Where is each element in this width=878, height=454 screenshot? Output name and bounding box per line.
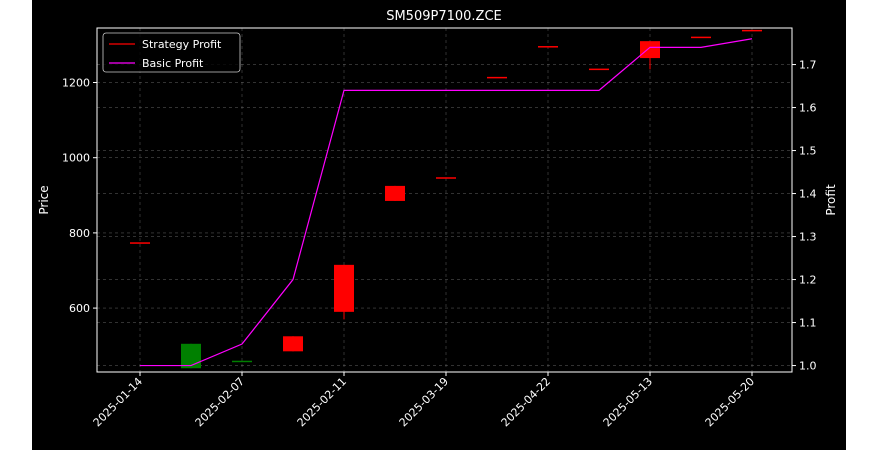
left-tick-label: 1200 [62, 77, 90, 90]
candle-body [181, 343, 201, 369]
right-tick-label: 1.5 [799, 145, 817, 158]
profit-lines [140, 38, 753, 367]
chart-figure: SM509P7100.ZCE 600 800 1000 1200 1.0 1.1 1.2 1… [32, 0, 846, 450]
candle-body [640, 41, 660, 59]
x-axis: 2025-01-14 2025-02-07 2025-02-11 2025-03-19… [91, 372, 757, 429]
candle-body [232, 360, 252, 363]
right-tick-label: 1.2 [799, 274, 817, 287]
right-tick-label: 1.0 [799, 360, 817, 373]
legend: Strategy Profit Basic Profit [102, 32, 241, 73]
candle-body [436, 177, 456, 179]
left-tick-label: 1000 [62, 152, 90, 165]
x-tick-label: 2025-05-13 [601, 375, 655, 429]
x-tick-label: 2025-05-20 [703, 375, 757, 429]
x-tick-label: 2025-03-19 [397, 375, 451, 429]
legend-label: Basic Profit [142, 57, 204, 70]
basic-profit-line [140, 38, 753, 367]
legend-box [102, 32, 241, 73]
left-tick-label: 800 [69, 227, 90, 240]
x-tick-label: 2025-02-11 [295, 375, 349, 429]
candle-body [130, 242, 150, 244]
right-tick-label: 1.1 [799, 317, 817, 330]
candle-body [487, 76, 507, 79]
legend-label: Strategy Profit [142, 38, 222, 51]
candle-body [283, 336, 303, 352]
right-tick-label: 1.6 [799, 102, 817, 115]
chart-title: SM509P7100.ZCE [386, 9, 502, 24]
right-tick-label: 1.4 [799, 188, 817, 201]
right-axis-label: Profit [824, 184, 838, 216]
plot-frame [96, 27, 793, 373]
candle-body [334, 264, 354, 312]
candle-body [385, 185, 405, 201]
left-y-axis: 600 800 1000 1200 [62, 77, 97, 315]
candle-body [691, 36, 711, 39]
candle-body [538, 46, 558, 48]
candle-body [589, 68, 609, 71]
x-tick-label: 2025-02-07 [193, 375, 247, 429]
x-tick-label: 2025-04-22 [499, 375, 553, 429]
right-tick-label: 1.7 [799, 59, 817, 72]
x-tick-label: 2025-01-14 [91, 375, 145, 429]
grid-lines [97, 28, 792, 372]
left-tick-label: 600 [69, 302, 90, 315]
right-tick-label: 1.3 [799, 231, 817, 244]
candles [130, 29, 762, 369]
right-y-axis: 1.0 1.1 1.2 1.3 1.4 1.5 1.6 1.7 [792, 59, 817, 373]
left-axis-label: Price [37, 185, 51, 214]
candle-body [742, 29, 762, 32]
